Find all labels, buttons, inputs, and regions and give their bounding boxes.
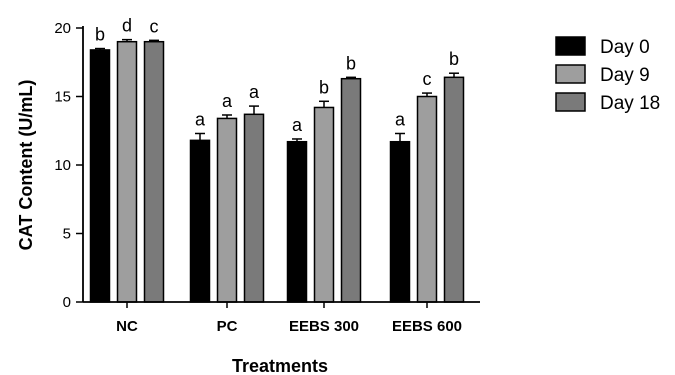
bar-day-0-eebs-600 (389, 140, 411, 303)
y-tick-label: 5 (63, 226, 71, 243)
y-tick-label: 10 (54, 157, 71, 174)
significance-label: d (122, 16, 132, 36)
legend-swatch (555, 64, 586, 84)
significance-label: b (346, 53, 356, 73)
legend-label: Day 18 (600, 93, 660, 114)
bar-day-18-pc (243, 113, 265, 303)
legend-label: Day 9 (600, 65, 650, 86)
significance-label: a (249, 82, 260, 102)
bar-day-9-eebs-300 (313, 106, 335, 303)
bar-day-9-nc (116, 40, 138, 303)
significance-label: a (395, 109, 406, 129)
significance-label: c (150, 16, 159, 36)
significance-label: a (195, 109, 206, 129)
bar-day-9-pc (216, 117, 238, 303)
legend-swatch (555, 92, 586, 112)
legend-label: Day 0 (600, 37, 650, 58)
axes-layer: NC PC EEBS 300 EEBS 600 0 5 10 15 20 (54, 20, 480, 335)
significance-label: b (319, 77, 329, 97)
x-axis-title: Treatments (232, 356, 328, 375)
y-tick-label: 15 (54, 89, 71, 106)
significance-label: b (95, 25, 105, 45)
y-axis-title: CAT Content (U/mL) (16, 80, 36, 251)
bar-day-0-pc (189, 139, 211, 303)
significance-label: a (292, 115, 303, 135)
x-tick-label: PC (217, 318, 238, 335)
legend: Day 0 Day 9 Day 18 (555, 36, 660, 114)
significance-label: b (449, 49, 459, 69)
bar-day-18-nc (143, 40, 165, 303)
legend-swatch (555, 36, 586, 56)
x-tick-label: EEBS 300 (289, 318, 359, 335)
significance-label: c (423, 69, 432, 89)
y-tick-label: 20 (54, 20, 71, 37)
significance-label: a (222, 91, 233, 111)
x-tick-label: NC (116, 318, 138, 335)
bar-day-18-eebs-300 (340, 77, 362, 303)
bar-day-18-eebs-600 (443, 76, 465, 303)
bar-day-9-eebs-600 (416, 95, 438, 303)
bar-day-0-nc (89, 49, 111, 303)
x-tick-label: EEBS 600 (392, 318, 462, 335)
y-tick-label: 0 (63, 294, 71, 311)
bar-day-0-eebs-300 (286, 140, 308, 303)
